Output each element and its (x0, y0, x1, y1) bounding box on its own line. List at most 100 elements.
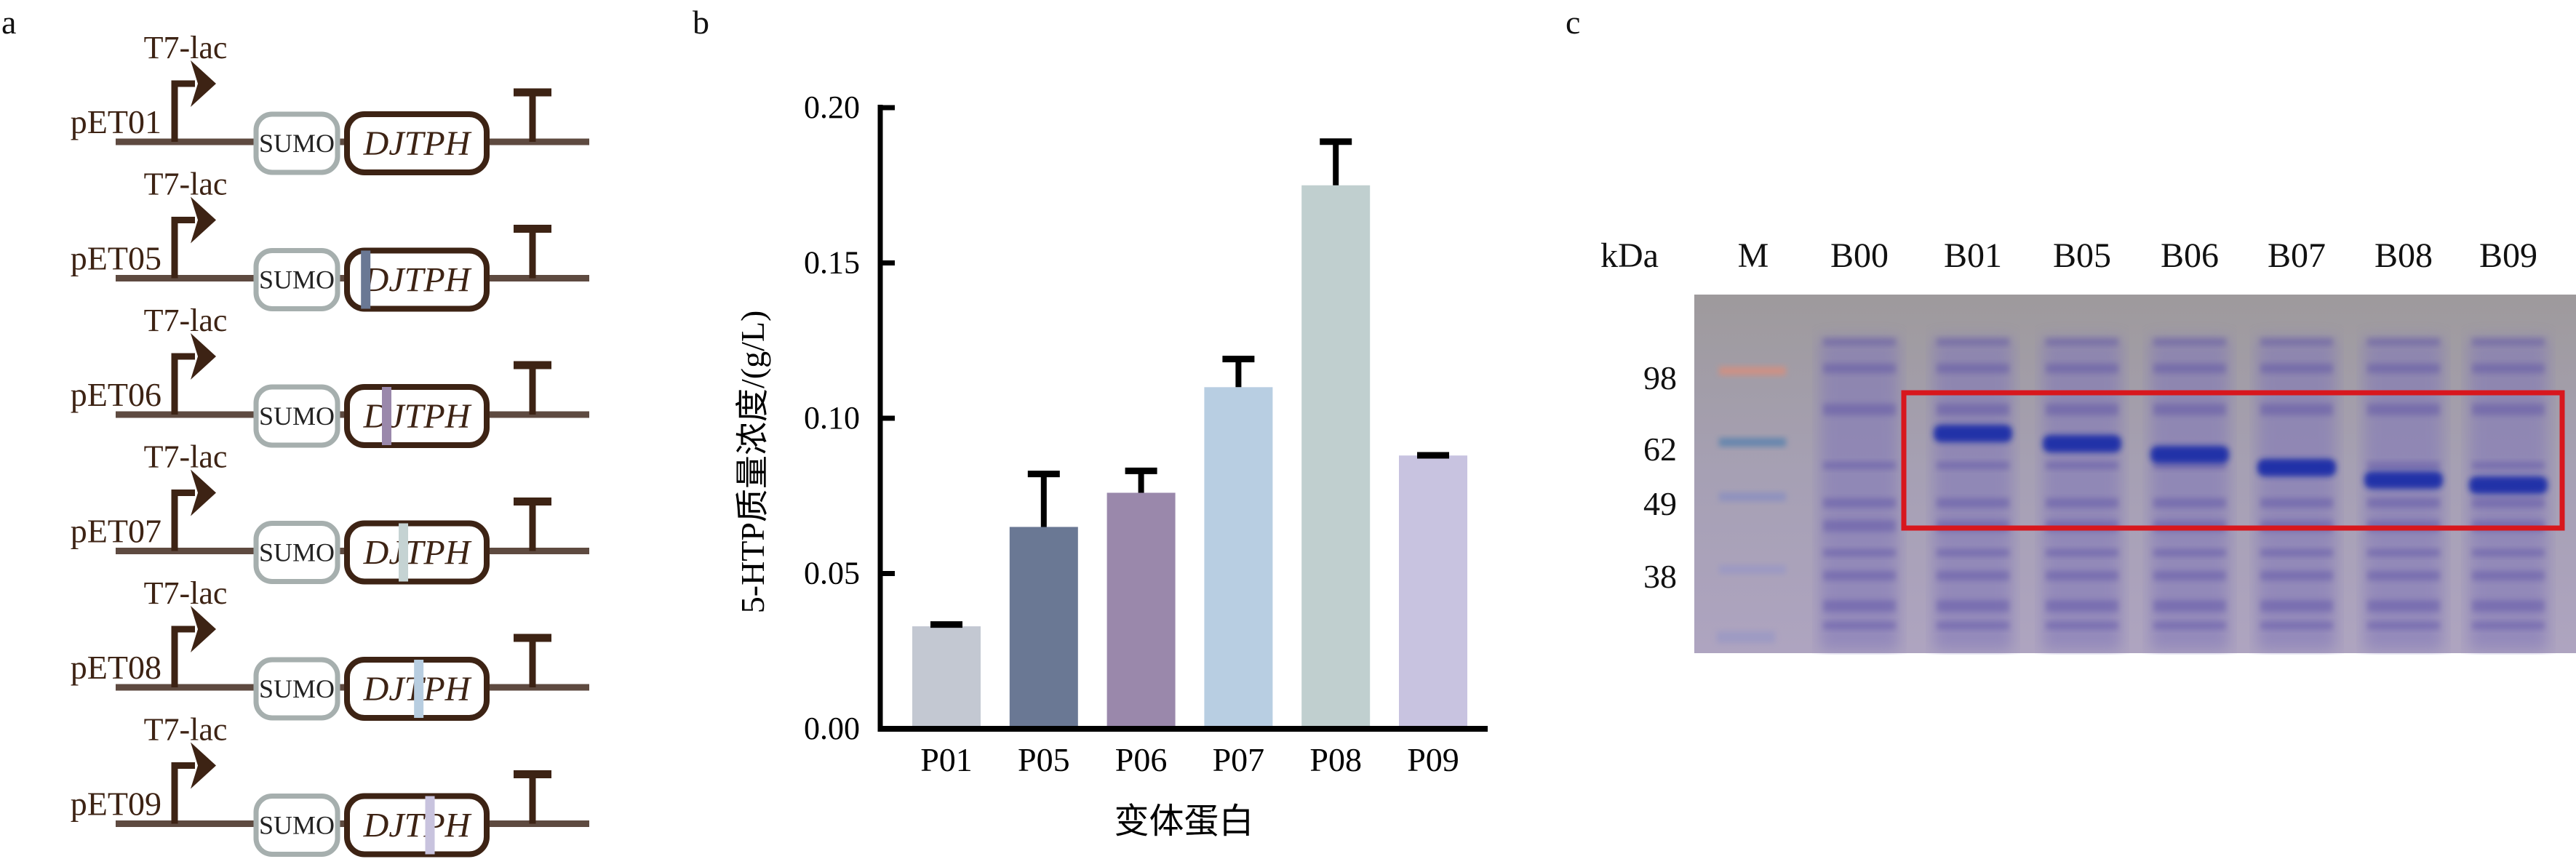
promoter-icon (171, 762, 195, 824)
panel-a-label: a (1, 4, 17, 41)
lane-label-B07: B07 (2267, 236, 2326, 275)
target-band-B05 (2043, 435, 2121, 452)
construct-name: pET09 (71, 786, 162, 823)
host-band (2472, 549, 2545, 556)
highlight-box (1901, 390, 2565, 531)
gene-box (344, 111, 490, 175)
gene-label: DJTPH (363, 261, 472, 300)
host-band (1937, 338, 2009, 345)
construct-pET06: T7-lac pET06 SUMO DJTPH (71, 303, 589, 448)
promoter-icon (171, 217, 195, 279)
promoter-arrow-icon (191, 333, 216, 380)
marker-band-38 (1719, 565, 1786, 574)
promoter-arrow-icon (191, 742, 216, 789)
host-band (2260, 549, 2333, 556)
host-band (2046, 338, 2118, 345)
host-band (2260, 364, 2333, 373)
lane-label-B06: B06 (2160, 236, 2220, 275)
mutation-marker (414, 660, 424, 718)
y-tick-label: 0.00 (804, 711, 860, 746)
x-axis-title: 变体蛋白 (1114, 802, 1253, 841)
gel-image (1694, 295, 2576, 653)
x-tick-label: P05 (1018, 741, 1070, 778)
host-band (2472, 404, 2545, 415)
host-band (2472, 600, 2545, 612)
host-band (2472, 364, 2545, 373)
host-band (1823, 364, 1896, 373)
construct-diagram: T7-lac pET01 SUMO DJTPH T7-lac pET05 SUMO DJTPH… (71, 30, 589, 858)
host-band (2153, 549, 2226, 556)
sumo-label: SUMO (259, 538, 335, 567)
host-band (2046, 600, 2118, 612)
sumo-label: SUMO (259, 401, 335, 431)
host-band (2046, 498, 2118, 508)
mutation-marker (425, 796, 435, 855)
construct-name: pET07 (71, 513, 162, 550)
mw-label-98: 98 (1643, 359, 1677, 396)
host-band (2153, 338, 2226, 345)
x-tick-label: P09 (1407, 741, 1459, 778)
host-band (2153, 364, 2226, 373)
sumo-label: SUMO (259, 265, 335, 295)
kda-unit-label: kDa (1600, 236, 1659, 275)
mutation-marker (399, 523, 409, 582)
host-band (2153, 571, 2226, 580)
promoter-label: T7-lac (144, 30, 228, 65)
marker-band-bottom (1717, 631, 1775, 643)
construct-pET01: T7-lac pET01 SUMO DJTPH (71, 30, 589, 175)
host-band (1823, 520, 1896, 532)
bar-P09 (1399, 455, 1467, 726)
construct-pET05: T7-lac pET05 SUMO DJTPH (71, 167, 589, 312)
host-band (1823, 571, 1896, 580)
sumo-box (253, 111, 340, 175)
gene-label: DJTPH (363, 397, 472, 436)
gene-box (344, 520, 490, 585)
x-tick-label: P08 (1309, 741, 1362, 778)
marker-band-98 (1719, 367, 1786, 375)
host-band (1823, 404, 1896, 415)
sumo-box (253, 657, 340, 721)
promoter-label: T7-lac (144, 439, 228, 475)
host-band (2472, 338, 2545, 345)
marker-band-49 (1719, 492, 1786, 501)
sumo-label: SUMO (259, 674, 335, 703)
host-band (1937, 549, 2009, 556)
y-tick-label: 0.20 (804, 89, 860, 125)
host-band (2367, 462, 2440, 469)
host-band (2153, 462, 2226, 469)
host-band (2367, 498, 2440, 508)
mw-label-62: 62 (1643, 431, 1677, 468)
host-band (2472, 622, 2545, 629)
construct-name: pET08 (71, 649, 162, 686)
host-band (1823, 338, 1896, 345)
host-band (2472, 571, 2545, 580)
gene-box (344, 793, 490, 858)
lane-label-B05: B05 (2052, 236, 2112, 275)
host-band (2260, 622, 2333, 629)
host-band (1823, 549, 1896, 556)
host-band (1937, 364, 2009, 373)
host-band (2260, 338, 2333, 345)
gene-box (344, 247, 490, 312)
host-band (1823, 600, 1896, 612)
host-band (2046, 549, 2118, 556)
bar-P01 (912, 626, 981, 726)
sumo-box (253, 248, 340, 311)
host-band (2367, 622, 2440, 629)
host-band (2367, 571, 2440, 580)
mw-label-49: 49 (1643, 485, 1677, 522)
bar-P05 (1009, 527, 1078, 726)
host-band (1937, 404, 2009, 415)
promoter-arrow-icon (191, 196, 216, 244)
host-band (2153, 600, 2226, 612)
sumo-label: SUMO (259, 811, 335, 840)
promoter-arrow-icon (191, 606, 216, 652)
lane-smear (1820, 338, 1899, 651)
host-band (2153, 404, 2226, 415)
host-band (2260, 571, 2333, 580)
target-band-B01 (1934, 425, 2012, 442)
gene-label: DJTPH (363, 807, 472, 845)
host-band (1937, 622, 2009, 629)
host-band (2367, 404, 2440, 415)
